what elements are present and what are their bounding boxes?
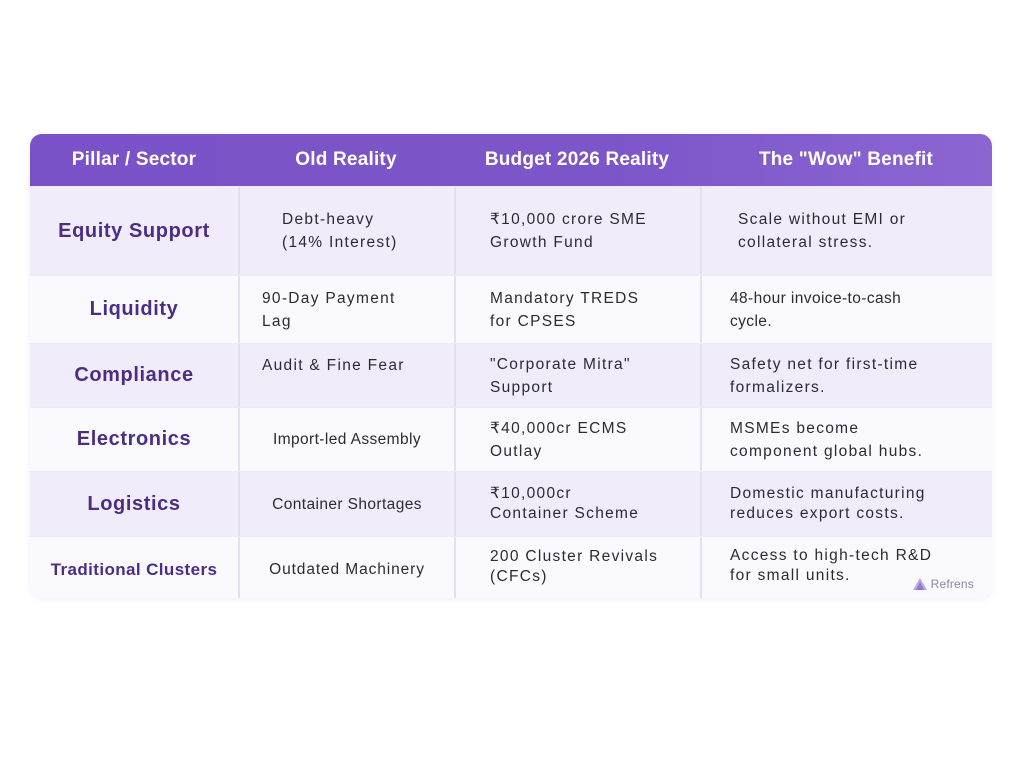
refrens-logo-icon xyxy=(912,578,927,590)
benefit-cell: Safety net for first-time formalizers. xyxy=(700,344,992,407)
benefit-text: Access to high-tech R&D for small units. xyxy=(730,547,933,584)
budget-reality-cell: ₹10,000cr Container Scheme xyxy=(454,472,700,536)
sector-cell: Logistics xyxy=(30,472,238,536)
budget-reality-text: "Corporate Mitra" Support xyxy=(490,355,631,396)
old-reality-cell: Debt-heavy (14% Interest) xyxy=(238,187,454,275)
budget-reality-cell: 200 Cluster Revivals (CFCs) xyxy=(454,537,700,598)
budget-reality-text: ₹10,000cr Container Scheme xyxy=(490,485,640,522)
table-row: Compliance Audit & Fine Fear "Corporate … xyxy=(30,343,992,407)
benefit-cell: Domestic manufacturing reduces export co… xyxy=(700,472,992,536)
budget-reality-text: ₹10,000 crore SME Growth Fund xyxy=(490,211,647,251)
sector-label: Traditional Clusters xyxy=(50,560,218,579)
header-old-reality: Old Reality xyxy=(295,149,397,170)
benefit-text: Domestic manufacturing reduces export co… xyxy=(730,485,926,522)
budget-reality-text: ₹40,000cr ECMS Outlay xyxy=(490,419,628,460)
old-reality-cell: Outdated Machinery xyxy=(238,537,454,598)
benefit-cell: Scale without EMI or collateral stress. xyxy=(700,187,992,275)
table-row: Traditional Clusters Outdated Machinery … xyxy=(30,536,992,598)
sector-cell: Liquidity xyxy=(30,276,238,343)
table-header: Pillar / Sector Old Reality Budget 2026 … xyxy=(30,134,992,186)
header-wow-benefit: The "Wow" Benefit xyxy=(758,149,934,170)
budget-reality-text: 200 Cluster Revivals (CFCs) xyxy=(490,548,659,585)
sector-label: Logistics xyxy=(87,492,181,515)
budget-reality-cell: Mandatory TREDS for CPSES xyxy=(454,276,700,343)
old-reality-cell: Audit & Fine Fear xyxy=(238,344,454,407)
old-reality-cell: 90-Day Payment Lag xyxy=(238,276,454,343)
brand-name: Refrens xyxy=(930,577,974,591)
comparison-table: Pillar / Sector Old Reality Budget 2026 … xyxy=(30,134,992,598)
header-budget-reality: Budget 2026 Reality xyxy=(484,149,670,170)
old-reality-cell: Container Shortages xyxy=(238,472,454,536)
benefit-cell: MSMEs become component global hubs. xyxy=(700,408,992,471)
header-pillar-sector: Pillar / Sector xyxy=(71,149,197,170)
benefit-text: MSMEs become component global hubs. xyxy=(730,419,924,460)
old-reality-text: Audit & Fine Fear xyxy=(262,357,405,374)
sector-cell: Compliance xyxy=(30,344,238,407)
sector-label: Equity Support xyxy=(58,219,210,242)
benefit-cell: Access to high-tech R&D for small units. xyxy=(700,537,992,598)
old-reality-cell: Import-led Assembly xyxy=(238,408,454,471)
old-reality-text: Outdated Machinery xyxy=(269,561,425,578)
sector-cell: Traditional Clusters xyxy=(30,537,238,598)
refrens-brand: Refrens xyxy=(912,577,974,591)
old-reality-text: Container Shortages xyxy=(272,495,422,513)
table-row: Liquidity 90-Day Payment Lag Mandatory T… xyxy=(30,275,992,343)
table-row: Equity Support Debt-heavy (14% Interest)… xyxy=(30,186,992,275)
budget-reality-cell: ₹40,000cr ECMS Outlay xyxy=(454,408,700,471)
sector-cell: Equity Support xyxy=(30,187,238,275)
budget-reality-cell: "Corporate Mitra" Support xyxy=(454,344,700,407)
sector-cell: Electronics xyxy=(30,408,238,471)
old-reality-text: Debt-heavy (14% Interest) xyxy=(282,211,398,251)
table-row: Electronics Import-led Assembly ₹40,000c… xyxy=(30,407,992,471)
budget-reality-cell: ₹10,000 crore SME Growth Fund xyxy=(454,187,700,275)
benefit-text: Safety net for first-time formalizers. xyxy=(730,355,919,396)
benefit-text: Scale without EMI or collateral stress. xyxy=(738,211,907,251)
benefit-cell: 48-hour invoice-to-cash cycle. xyxy=(700,276,992,343)
table-row: Logistics Container Shortages ₹10,000cr … xyxy=(30,471,992,536)
sector-label: Electronics xyxy=(76,428,192,450)
budget-reality-text: Mandatory TREDS for CPSES xyxy=(490,289,640,330)
benefit-text: 48-hour invoice-to-cash cycle. xyxy=(730,289,902,330)
old-reality-text: 90-Day Payment Lag xyxy=(262,289,396,330)
sector-label: Liquidity xyxy=(89,298,179,320)
old-reality-text: Import-led Assembly xyxy=(272,431,421,448)
sector-label: Compliance xyxy=(74,364,194,386)
